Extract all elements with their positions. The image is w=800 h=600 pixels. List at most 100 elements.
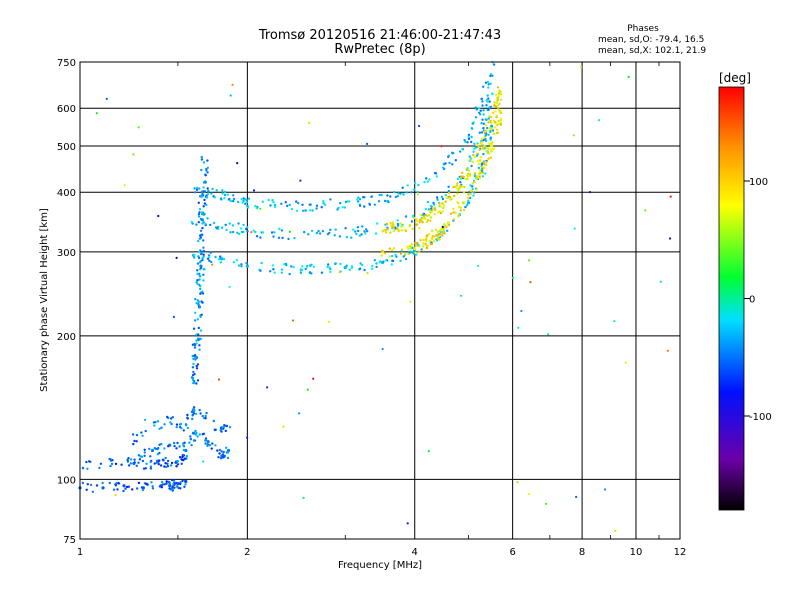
- data-point: [211, 263, 214, 266]
- series-F-cusp: [190, 155, 209, 414]
- data-point: [192, 357, 195, 360]
- data-point: [481, 104, 484, 107]
- data-point: [375, 265, 378, 269]
- data-point: [283, 263, 286, 266]
- data-point: [417, 250, 421, 253]
- data-point: [435, 175, 439, 178]
- data-point: [366, 142, 369, 145]
- data-point: [467, 137, 471, 141]
- data-point: [273, 231, 276, 234]
- data-point: [285, 263, 288, 267]
- data-point: [389, 222, 392, 225]
- data-point: [475, 188, 478, 191]
- data-point: [387, 200, 390, 204]
- data-point: [415, 244, 418, 247]
- data-point: [410, 220, 414, 223]
- data-point: [312, 265, 316, 268]
- data-point: [202, 253, 205, 256]
- data-point: [495, 114, 498, 118]
- data-point: [178, 456, 182, 459]
- data-point: [380, 254, 383, 257]
- data-point: [464, 140, 467, 144]
- data-point: [402, 192, 405, 196]
- data-point: [603, 488, 607, 491]
- data-point: [135, 433, 139, 437]
- data-point: [377, 200, 381, 203]
- data-point: [245, 261, 248, 265]
- data-point: [473, 180, 476, 184]
- data-point: [197, 255, 200, 258]
- data-point: [417, 183, 420, 187]
- data-point: [271, 199, 274, 202]
- data-point: [231, 230, 235, 234]
- data-point: [392, 230, 396, 233]
- data-point: [420, 248, 423, 251]
- data-point: [184, 448, 188, 453]
- data-point: [327, 263, 330, 266]
- data-point: [288, 203, 291, 207]
- data-point: [465, 167, 469, 170]
- data-point: [486, 94, 489, 97]
- data-point: [343, 206, 347, 209]
- data-point: [467, 201, 471, 205]
- x-tick-label: 4: [412, 547, 418, 558]
- data-point: [482, 122, 485, 126]
- y-tick-label: 600: [57, 104, 76, 115]
- data-point: [415, 253, 418, 256]
- data-point: [194, 298, 197, 301]
- data-point: [437, 235, 440, 238]
- data-point: [131, 488, 134, 491]
- data-point: [153, 462, 156, 465]
- data-point: [491, 92, 494, 95]
- data-point: [329, 198, 332, 201]
- data-point: [422, 238, 425, 242]
- data-point: [477, 172, 481, 175]
- data-point: [125, 485, 129, 489]
- data-point: [471, 160, 474, 164]
- data-point: [212, 419, 215, 423]
- data-point: [175, 447, 178, 450]
- data-point: [423, 180, 426, 184]
- data-point: [170, 417, 173, 420]
- data-point: [484, 139, 488, 143]
- data-point: [191, 343, 195, 346]
- data-point: [482, 126, 485, 130]
- data-point: [114, 462, 118, 466]
- data-point: [385, 222, 389, 226]
- data-point: [455, 184, 459, 187]
- data-point: [497, 107, 500, 110]
- data-point: [198, 208, 202, 211]
- data-point: [172, 315, 175, 318]
- data-point: [425, 246, 429, 250]
- data-point: [195, 342, 198, 345]
- data-point: [200, 234, 203, 237]
- data-point: [197, 212, 201, 216]
- data-point: [478, 159, 482, 162]
- data-point: [448, 161, 451, 165]
- data-point: [297, 201, 300, 205]
- data-point: [150, 448, 155, 453]
- data-point: [199, 266, 203, 270]
- data-point: [91, 490, 95, 493]
- data-point: [362, 196, 365, 199]
- data-point: [358, 234, 361, 237]
- data-point: [181, 455, 184, 459]
- data-point: [280, 271, 284, 274]
- data-point: [186, 413, 189, 417]
- data-point: [191, 373, 195, 377]
- data-point: [315, 204, 319, 207]
- data-point: [115, 482, 118, 485]
- data-point: [175, 465, 178, 468]
- data-point: [237, 264, 241, 267]
- data-point: [192, 362, 195, 366]
- data-point: [480, 122, 483, 125]
- data-point: [441, 202, 444, 205]
- data-point: [81, 467, 85, 470]
- data-point: [482, 152, 485, 156]
- data-point: [328, 231, 331, 235]
- data-point: [412, 249, 416, 253]
- data-point: [206, 217, 209, 220]
- data-point: [272, 268, 275, 271]
- data-point: [472, 150, 475, 153]
- data-point: [144, 467, 147, 470]
